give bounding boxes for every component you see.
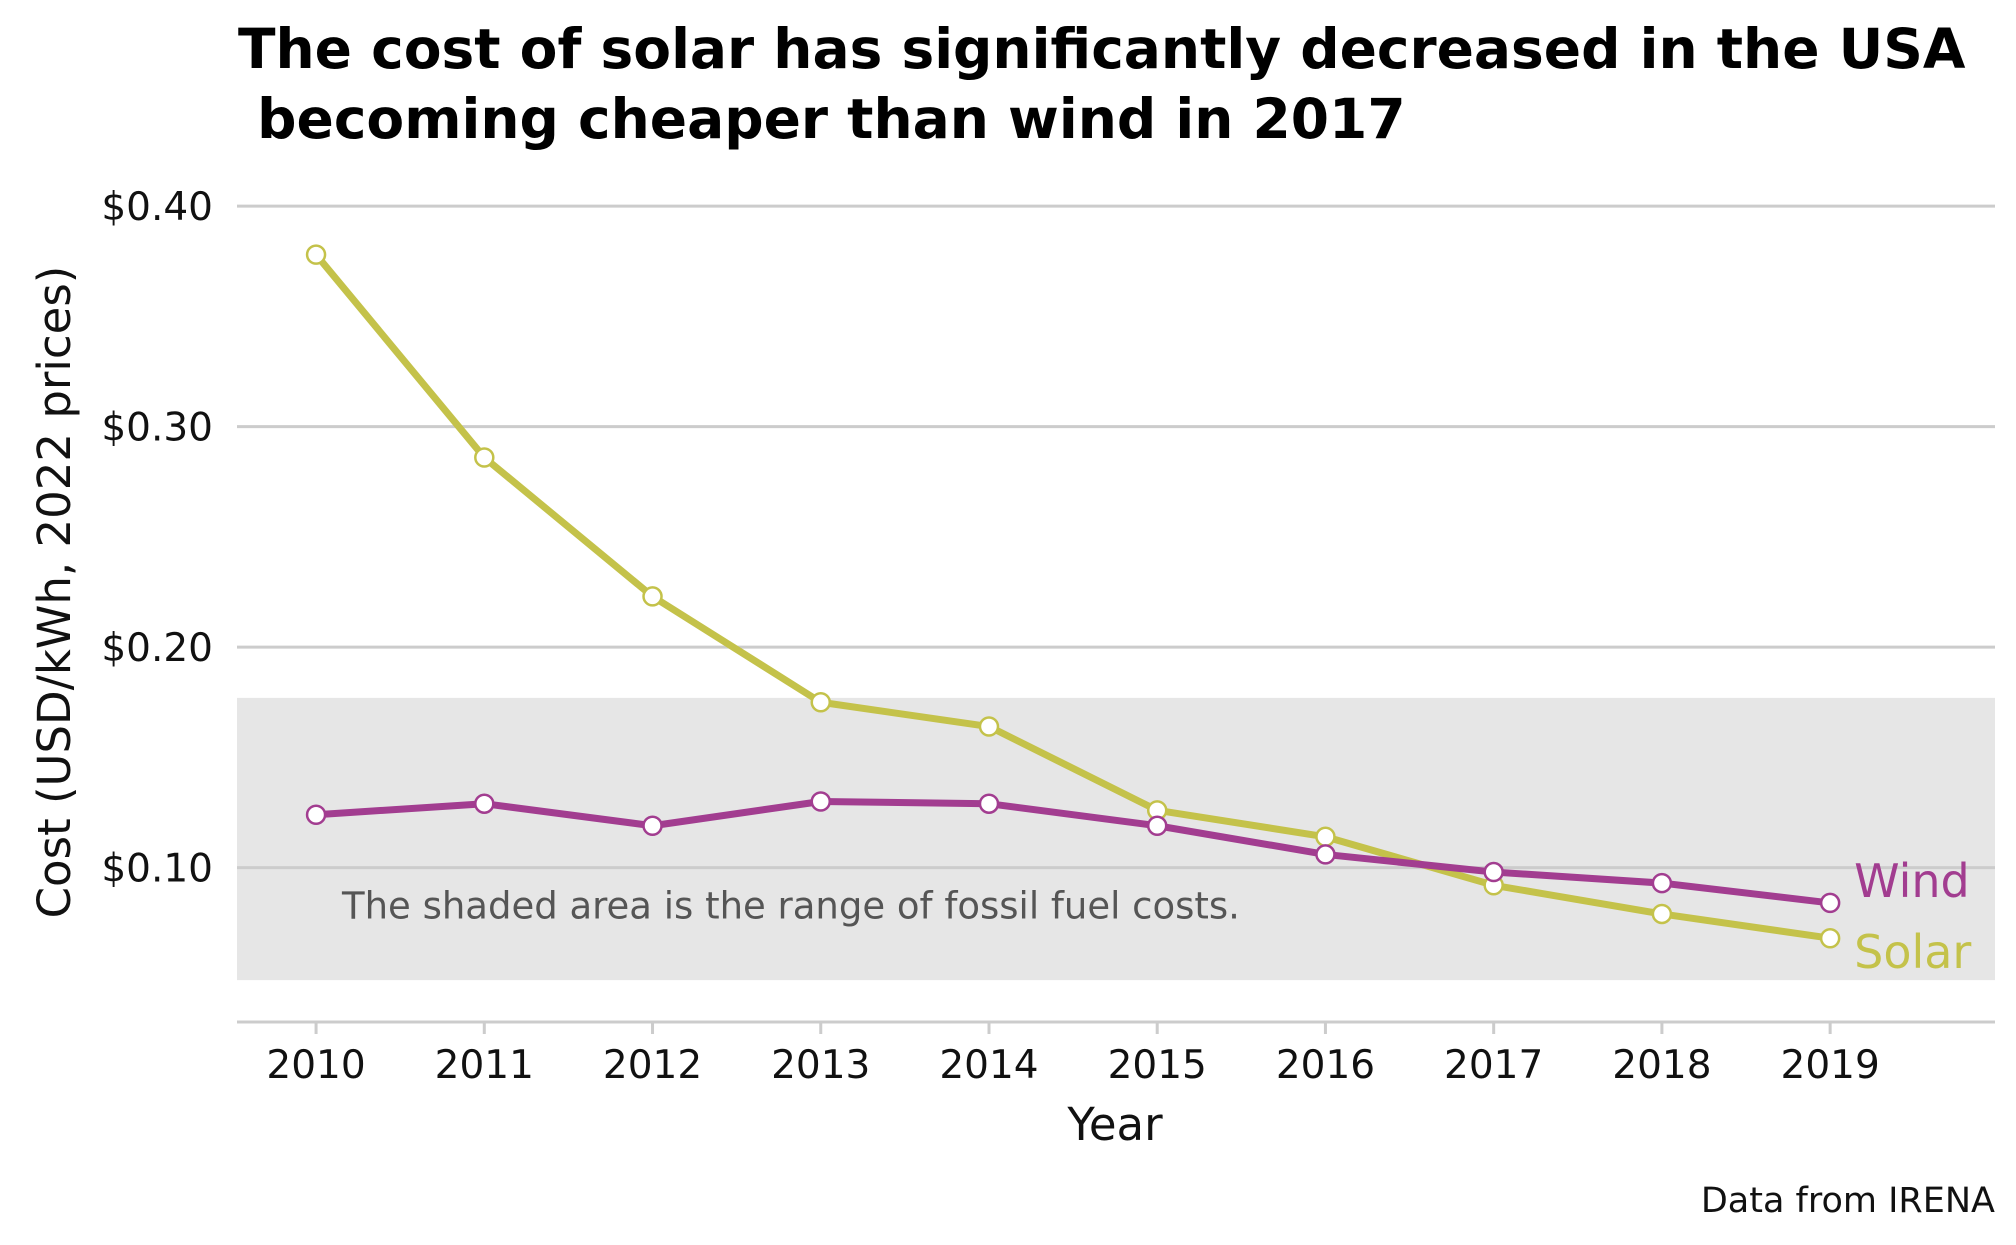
solar-point xyxy=(1315,826,1336,848)
x-tick-label: 2017 xyxy=(1444,1043,1543,1088)
chart-title-line-1: The cost of solar has significantly decr… xyxy=(238,17,1966,81)
shaded-area-annotation: The shaded area is the range of fossil f… xyxy=(341,884,1240,927)
x-tick-label: 2011 xyxy=(435,1043,534,1088)
solar-series-label: Solar xyxy=(1854,925,1971,979)
wind-point xyxy=(305,804,327,825)
solar-point xyxy=(474,447,495,468)
wind-point xyxy=(978,793,1000,814)
wind-point xyxy=(1146,815,1168,837)
x-tick-label: 2018 xyxy=(1612,1043,1711,1088)
x-tick-label: 2015 xyxy=(1108,1043,1207,1088)
chart-title-line-2: becoming cheaper than wind in 2017 xyxy=(238,87,1406,151)
y-tick-label: $0.30 xyxy=(101,406,213,451)
wind-series-label: Wind xyxy=(1854,854,1970,908)
solar-point xyxy=(978,716,1000,737)
plot-area: $0.10 $0.20 $0.30 $0.40 2010 2011 2012 2013 2014… xyxy=(101,185,1995,1088)
wind-point xyxy=(642,815,663,837)
y-tick-label: $0.10 xyxy=(101,847,213,892)
wind-point xyxy=(1315,844,1336,865)
fossil-fuel-range-band xyxy=(237,697,1995,981)
x-tick-label: 2012 xyxy=(603,1043,702,1088)
solar-point xyxy=(642,586,663,607)
x-tick-label: 2014 xyxy=(939,1043,1038,1088)
solar-point xyxy=(1651,903,1673,925)
wind-point xyxy=(810,791,832,812)
wind-point xyxy=(1819,892,1841,914)
x-tick-label: 2016 xyxy=(1276,1043,1375,1088)
y-tick-label: $0.20 xyxy=(101,626,213,671)
y-tick-label: $0.40 xyxy=(101,185,213,230)
solar-point xyxy=(810,692,832,713)
wind-point xyxy=(1483,861,1504,883)
caption: Data from IRENA xyxy=(1701,1181,1995,1221)
x-axis-label: Year xyxy=(1066,1098,1163,1151)
x-tick-label: 2019 xyxy=(1781,1043,1880,1088)
y-axis-label: Cost (USD/kWh, 2022 prices) xyxy=(28,266,81,919)
solar-point xyxy=(1819,927,1841,949)
solar-line xyxy=(312,251,1834,942)
x-tick-label: 2013 xyxy=(771,1043,870,1088)
wind-line xyxy=(312,798,1834,907)
solar-point xyxy=(305,244,327,265)
wind-point xyxy=(1651,872,1673,894)
x-tick-label: 2010 xyxy=(266,1043,365,1088)
wind-point xyxy=(474,793,495,814)
